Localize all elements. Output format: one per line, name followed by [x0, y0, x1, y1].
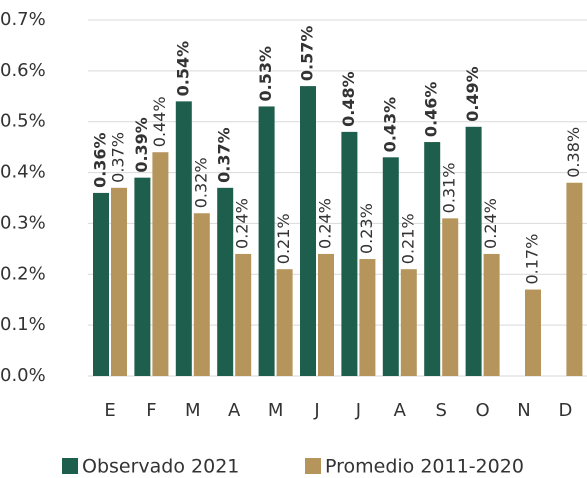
data-label: 0.37% [215, 127, 234, 183]
bar [93, 192, 109, 376]
x-tick-label: F [146, 400, 156, 421]
bar [566, 182, 583, 376]
bar [483, 253, 500, 376]
bar [341, 131, 358, 376]
x-tick-label: A [228, 400, 241, 421]
x-tick-label: D [558, 400, 572, 421]
data-label: 0.21% [398, 213, 417, 264]
y-tick-label: 0.6% [0, 60, 46, 81]
bar [424, 142, 441, 376]
x-tick-label: J [313, 400, 319, 421]
y-tick-label: 0.2% [0, 263, 46, 284]
data-label: 0.17% [523, 234, 542, 285]
bar [359, 259, 376, 376]
bar [525, 289, 541, 376]
bar [382, 157, 399, 376]
x-tick-label: M [185, 400, 201, 421]
x-tick-label: N [517, 400, 530, 421]
data-label: 0.53% [256, 46, 275, 102]
y-tick-label: 0.1% [0, 314, 46, 335]
bar [276, 269, 293, 376]
bar [175, 101, 192, 376]
data-label: 0.24% [481, 198, 500, 249]
bar [134, 177, 151, 376]
x-tick-label: S [435, 400, 446, 421]
y-tick-label: 0.3% [0, 212, 46, 233]
data-label: 0.24% [316, 198, 335, 249]
x-tick-label: J [355, 400, 361, 421]
x-tick-label: E [104, 400, 115, 421]
bar [465, 126, 482, 376]
data-label: 0.57% [298, 26, 317, 82]
bar [442, 218, 459, 376]
bar [258, 106, 275, 376]
bar [217, 187, 234, 376]
bar [300, 86, 316, 376]
bar [318, 253, 334, 376]
data-label: 0.54% [173, 41, 192, 97]
data-label: 0.23% [357, 203, 376, 254]
data-label: 0.48% [339, 71, 358, 127]
data-label: 0.38% [564, 127, 583, 178]
data-label: 0.39% [132, 117, 151, 173]
bar [152, 152, 169, 376]
data-label: 0.44% [150, 96, 169, 147]
data-label: 0.46% [422, 82, 441, 138]
x-tick-label: A [394, 400, 407, 421]
y-tick-label: 0.4% [0, 162, 46, 183]
bar [111, 187, 127, 376]
data-label: 0.32% [191, 157, 210, 208]
bar [193, 213, 210, 376]
bar [400, 269, 417, 376]
y-tick-label: 0.7% [0, 9, 46, 30]
legend-swatch [62, 458, 78, 474]
data-label: 0.24% [233, 198, 252, 249]
data-label: 0.31% [440, 163, 459, 214]
x-tick-label: M [268, 400, 284, 421]
data-label: 0.21% [274, 213, 293, 264]
legend-label: Promedio 2011-2020 [325, 456, 524, 478]
data-label: 0.37% [109, 132, 128, 183]
legend-label: Observado 2021 [82, 456, 239, 478]
x-tick-label: O [476, 400, 490, 421]
data-label: 0.43% [380, 97, 399, 153]
legend-swatch [305, 458, 321, 474]
data-label: 0.36% [91, 132, 110, 188]
y-tick-label: 0.5% [0, 111, 46, 132]
data-label: 0.49% [463, 66, 482, 122]
y-tick-label: 0.0% [0, 365, 46, 386]
bar [235, 253, 252, 376]
